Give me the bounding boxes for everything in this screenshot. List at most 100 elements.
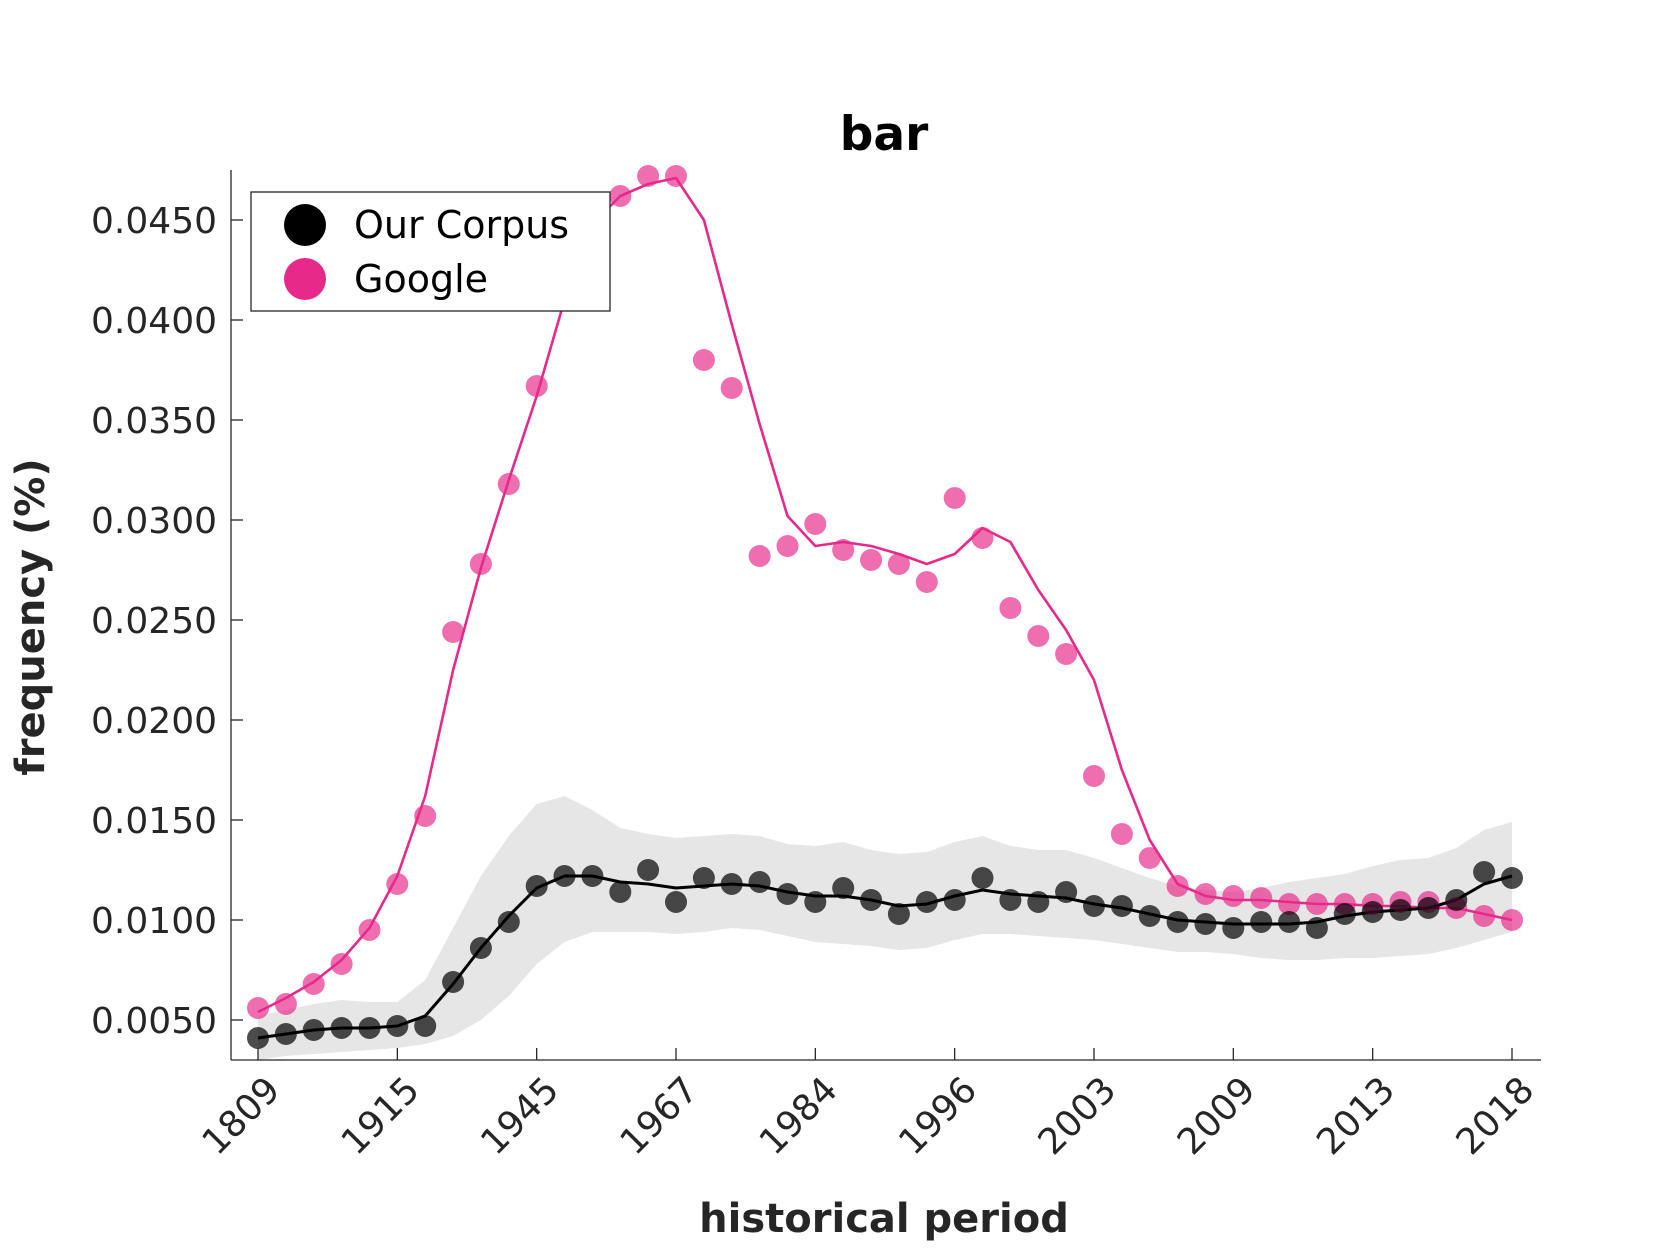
- our-corpus-point: [414, 1015, 437, 1037]
- google-point: [330, 953, 353, 975]
- y-tick-labels: 0.0050 0.0100 0.0150 0.0200 0.0250 0.0300 0.03…: [91, 201, 217, 1042]
- google-point: [887, 553, 910, 575]
- google-point: [1083, 765, 1105, 787]
- our-corpus-point: [971, 867, 994, 889]
- our-corpus-point: [999, 889, 1022, 911]
- our-corpus-point: [1138, 905, 1161, 927]
- google-point: [358, 919, 381, 941]
- google-point: [999, 597, 1022, 619]
- google-point: [247, 997, 269, 1019]
- our-corpus-point: [832, 877, 855, 899]
- our-corpus-point: [1473, 861, 1496, 883]
- our-corpus-point: [887, 903, 910, 925]
- google-point: [692, 349, 715, 371]
- google-point: [497, 473, 520, 495]
- our-corpus-point: [748, 871, 771, 893]
- google-point: [302, 973, 325, 995]
- y-tick-label: 0.0300: [91, 501, 217, 542]
- our-corpus-point: [665, 891, 687, 913]
- google-point: [832, 539, 855, 561]
- our-corpus-point: [1194, 913, 1217, 935]
- our-corpus-point: [1445, 889, 1468, 911]
- our-corpus-point: [1027, 891, 1050, 913]
- google-point: [414, 805, 437, 827]
- confidence-band-layer: [258, 796, 1512, 1060]
- our-corpus-point: [692, 867, 715, 889]
- our-corpus-point: [1389, 899, 1412, 921]
- google-point: [943, 487, 966, 509]
- our-corpus-point: [247, 1027, 269, 1049]
- our-corpus-point: [386, 1015, 409, 1037]
- google-point: [469, 553, 492, 575]
- axes-layer: [230, 170, 1541, 1061]
- our-corpus-point: [1110, 895, 1133, 917]
- y-tick-label: 0.0450: [91, 201, 217, 242]
- our-corpus-point: [469, 937, 492, 959]
- our-corpus-point: [637, 859, 660, 881]
- google-point: [1501, 909, 1523, 931]
- legend-marker-our-corpus: [284, 204, 326, 246]
- y-axis-title: frequency (%): [8, 458, 54, 775]
- google-point: [971, 527, 994, 549]
- y-tick-label: 0.0400: [91, 301, 217, 342]
- google-point: [1222, 885, 1245, 907]
- google-point: [1027, 625, 1050, 647]
- google-point: [1055, 643, 1078, 665]
- google-trend-line: [257, 176, 1513, 1014]
- our-corpus-point: [1333, 903, 1356, 925]
- our-corpus-point: [497, 911, 520, 933]
- our-corpus-point: [804, 891, 827, 913]
- our-corpus-point: [1166, 911, 1189, 933]
- our-corpus-point: [1361, 901, 1384, 923]
- y-tick-label: 0.0150: [91, 801, 217, 842]
- legend: Our Corpus Google: [250, 191, 611, 312]
- our-corpus-point: [358, 1017, 381, 1039]
- our-corpus-confidence-band: [258, 796, 1512, 1060]
- google-point: [442, 621, 465, 643]
- google-point: [386, 873, 409, 895]
- google-point: [274, 993, 297, 1015]
- our-corpus-point: [1083, 895, 1105, 917]
- google-point: [525, 375, 548, 397]
- our-corpus-point: [442, 971, 465, 993]
- google-point: [637, 165, 660, 187]
- y-tick-label: 0.0200: [91, 701, 217, 742]
- google-point: [860, 549, 883, 571]
- google-point: [1138, 847, 1161, 869]
- our-corpus-trend-line: [257, 874, 1513, 1040]
- our-corpus-point: [1305, 917, 1328, 939]
- google-point: [1473, 905, 1496, 927]
- legend-marker-google: [284, 258, 326, 300]
- our-corpus-point: [943, 889, 966, 911]
- our-corpus-point: [609, 881, 632, 903]
- our-corpus-point: [915, 891, 938, 913]
- our-corpus-point: [553, 865, 576, 887]
- our-corpus-point: [860, 889, 883, 911]
- our-corpus-point: [581, 865, 604, 887]
- google-point: [1305, 893, 1328, 915]
- our-corpus-point: [330, 1017, 353, 1039]
- google-point: [1166, 875, 1189, 897]
- google-point: [1278, 893, 1301, 915]
- y-tick-label: 0.0250: [91, 601, 217, 642]
- our-corpus-point: [1501, 867, 1523, 889]
- y-tick-label: 0.0350: [91, 401, 217, 442]
- google-point: [609, 185, 632, 207]
- x-axis-title: historical period: [699, 1196, 1069, 1242]
- our-corpus-point: [1417, 897, 1440, 919]
- google-point: [776, 535, 799, 557]
- legend-label-google: Google: [354, 257, 488, 301]
- google-point: [665, 165, 687, 187]
- our-corpus-point: [274, 1023, 297, 1045]
- y-tick-label: 0.0050: [91, 1001, 217, 1042]
- chart-title: bar: [840, 107, 929, 162]
- series-lines-layer: [257, 176, 1513, 1040]
- legend-label-our-corpus: Our Corpus: [354, 203, 569, 247]
- our-corpus-point: [1222, 917, 1245, 939]
- our-corpus-point: [1250, 911, 1273, 933]
- our-corpus-point: [525, 875, 548, 897]
- our-corpus-point: [1055, 881, 1078, 903]
- our-corpus-point: [1278, 911, 1301, 933]
